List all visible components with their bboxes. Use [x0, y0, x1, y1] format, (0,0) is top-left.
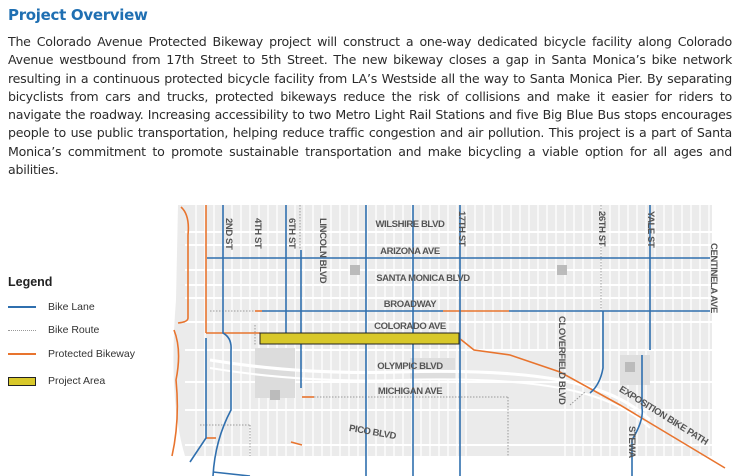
project-area-colorado-ave	[259, 332, 460, 345]
legend-label: Protected Bikeway	[48, 347, 135, 360]
bike-route-swatch-icon	[8, 329, 36, 331]
label-arizona-ave: ARIZONA AVE	[380, 246, 440, 257]
legend-item-bike-route: Bike Route	[8, 319, 135, 343]
page-title: Project Overview	[8, 6, 148, 24]
protected-bikeway-swatch-icon	[8, 352, 36, 355]
label-centinela-ave: CENTINELA AVE	[708, 243, 719, 313]
label-colorado-ave: COLORADO AVE	[374, 321, 446, 332]
project-area-swatch-icon	[8, 376, 36, 386]
legend-item-bike-lane: Bike Lane	[8, 295, 135, 319]
legend-title: Legend	[8, 275, 53, 289]
legend-item-project-area: Project Area	[8, 370, 135, 394]
label-17th-st: 17TH ST	[456, 211, 467, 247]
label-6th-st: 6TH ST	[286, 218, 297, 249]
legend-label: Project Area	[48, 375, 106, 388]
legend-label: Bike Lane	[48, 300, 95, 313]
label-2nd-st: 2ND ST	[223, 218, 234, 250]
bike-lane-swatch-icon	[8, 305, 36, 308]
map-legend: Legend Bike Lane Bike Route Protected Bi…	[8, 275, 135, 393]
label-wilshire-blvd: WILSHIRE BLVD	[375, 219, 445, 230]
label-michigan-ave: MICHIGAN AVE	[378, 386, 442, 397]
label-broadway: BROADWAY	[384, 299, 437, 310]
label-lincoln-blvd: LINCOLN BLVD	[317, 218, 328, 284]
legend-label: Bike Route	[48, 324, 100, 337]
label-olympic-blvd: OLYMPIC BLVD	[377, 361, 443, 372]
label-26th-st: 26TH ST	[596, 211, 607, 247]
legend-item-protected-bikeway: Protected Bikeway	[8, 342, 135, 366]
label-santa-monica-blvd: SANTA MONICA BLVD	[376, 273, 470, 284]
project-description: The Colorado Avenue Protected Bikeway pr…	[8, 34, 732, 178]
label-yale-st: YALE ST	[645, 211, 656, 248]
label-4th-st: 4TH ST	[252, 218, 263, 249]
label-stewart-st: STEWA	[626, 426, 637, 458]
label-cloverfield-blvd: CLOVERFIELD BLVD	[556, 316, 567, 405]
